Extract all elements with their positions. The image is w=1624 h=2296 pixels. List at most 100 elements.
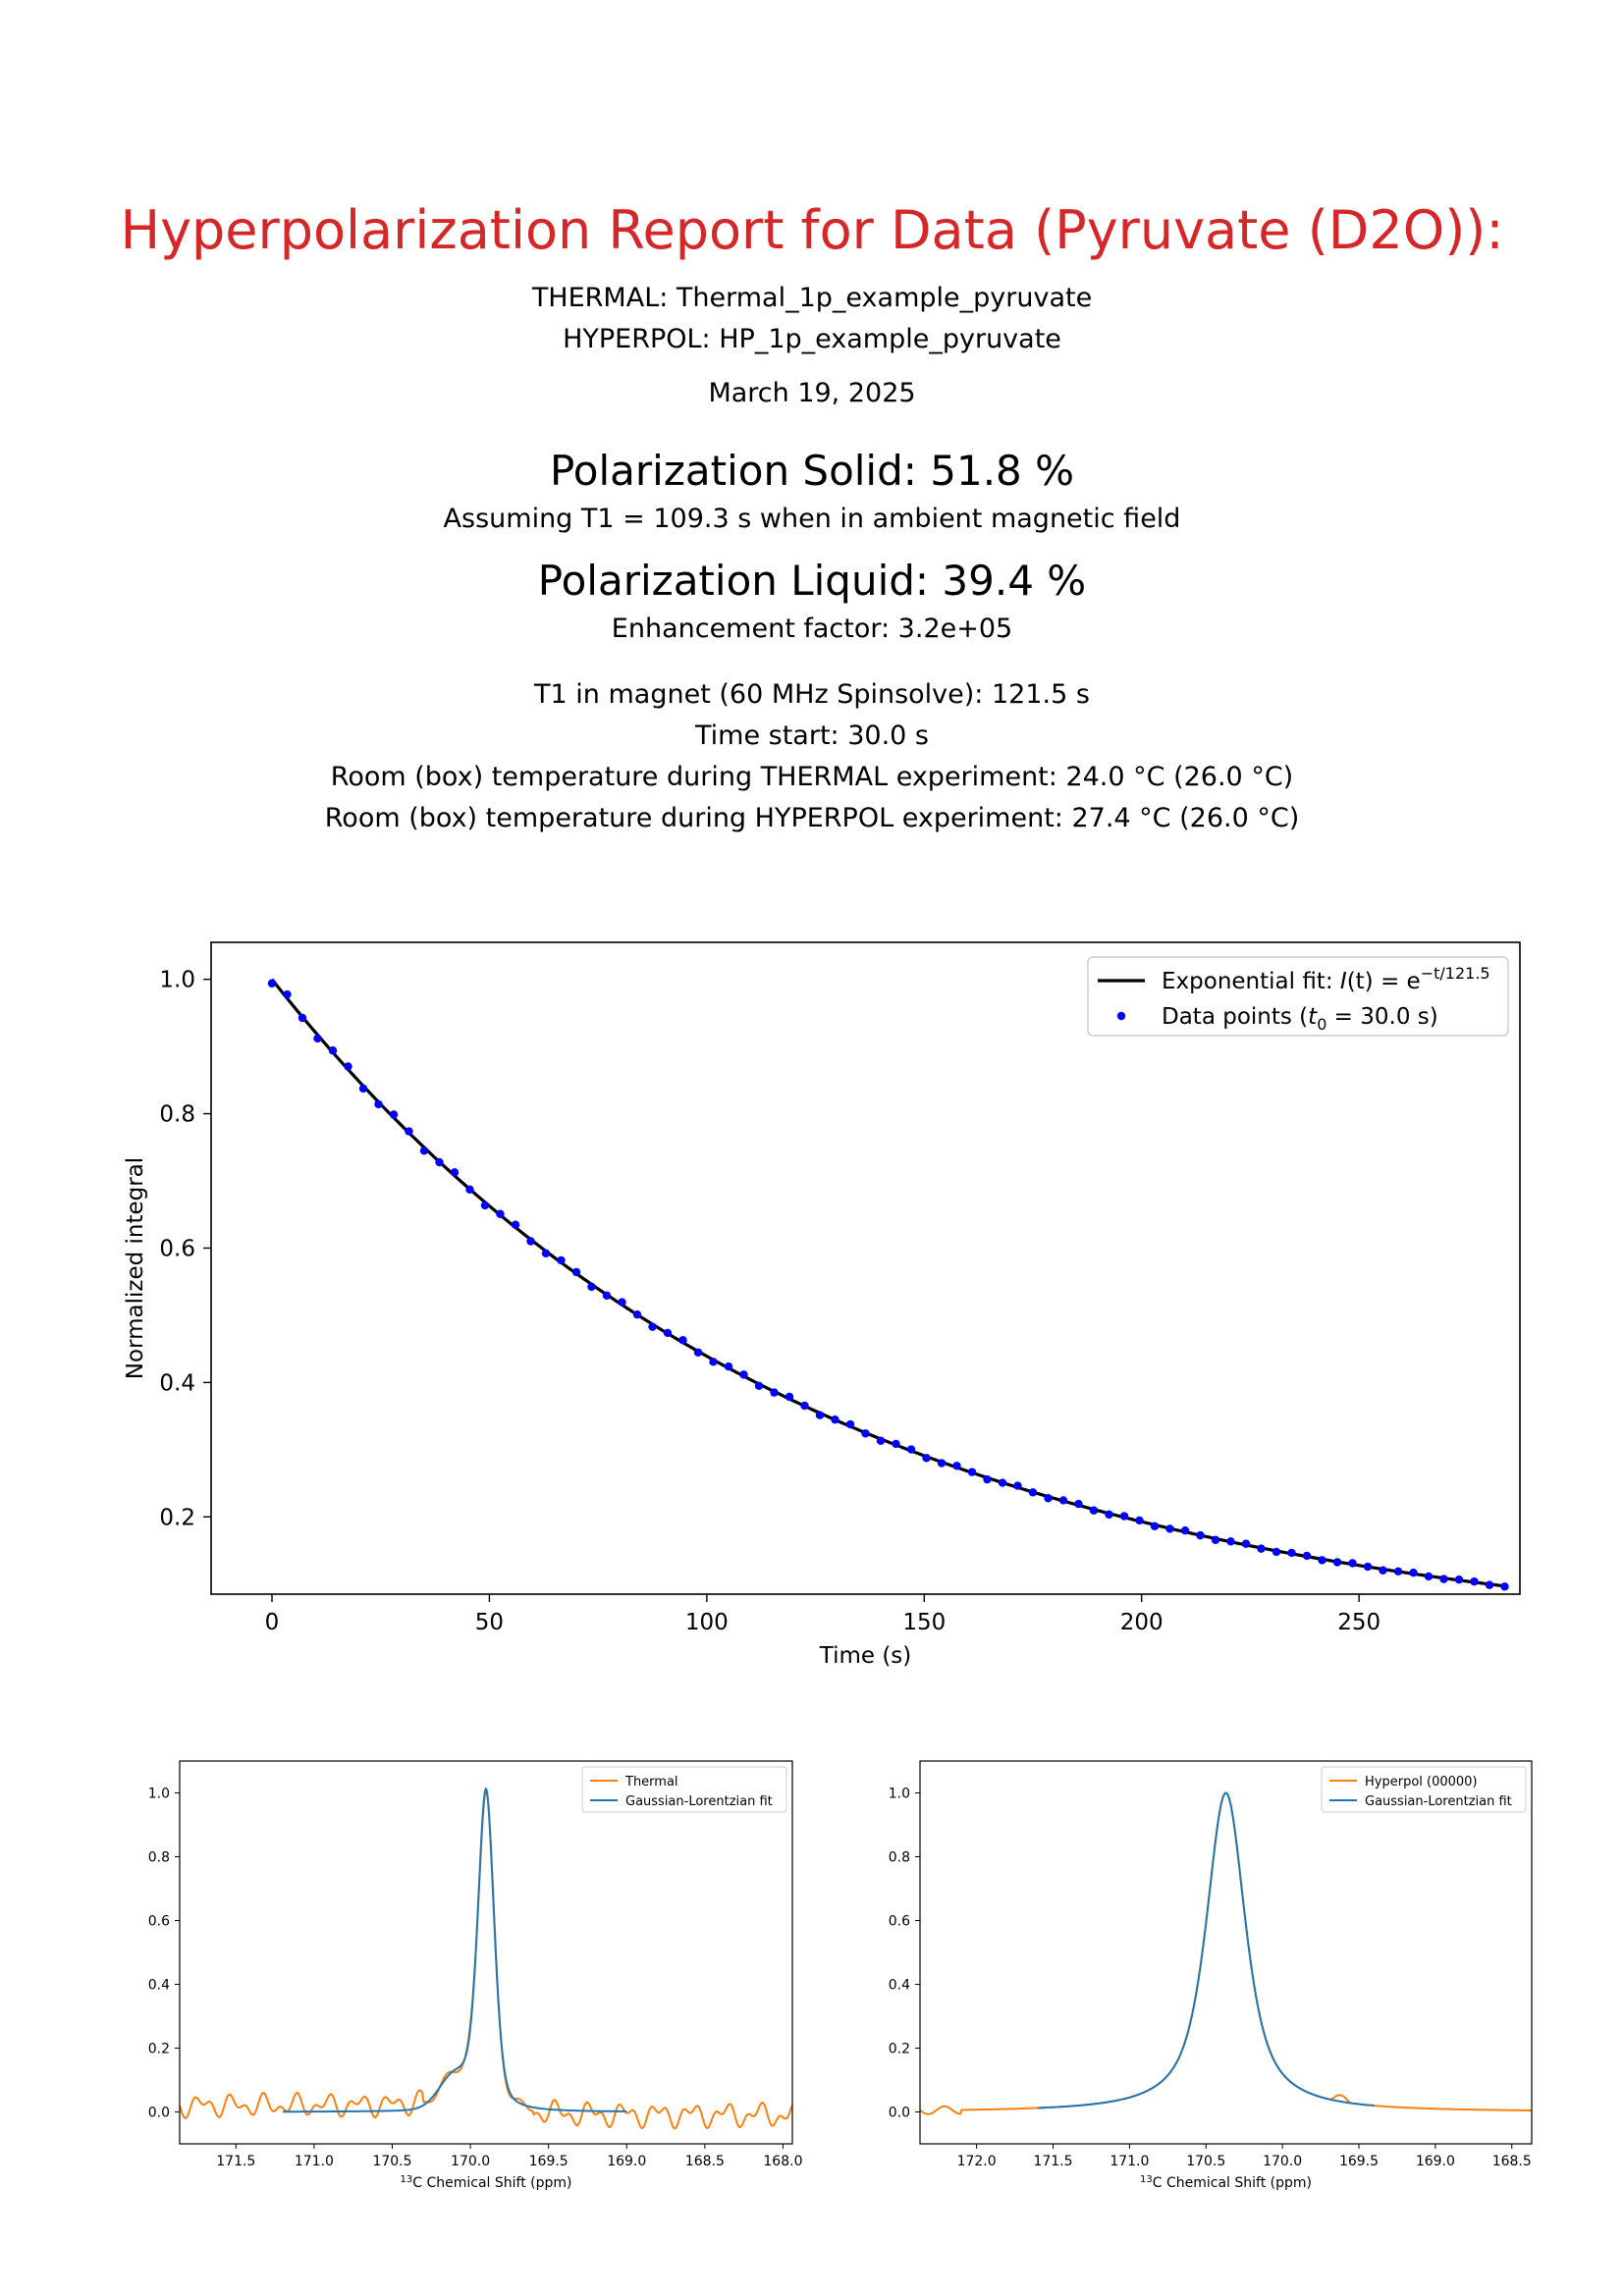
data-trace — [179, 1788, 793, 2130]
time-start: Time start: 30.0 s — [695, 721, 929, 751]
data-point — [358, 1084, 368, 1094]
data-point — [709, 1358, 718, 1366]
plot-frame — [210, 941, 1521, 1595]
x-tick-label: 171.5 — [216, 2154, 255, 2169]
data-point — [283, 989, 292, 999]
data-point — [678, 1336, 687, 1345]
data-point — [602, 1291, 612, 1300]
x-tick-label: 171.5 — [1033, 2154, 1072, 2169]
plot-frame — [179, 1760, 793, 2145]
data-point — [511, 1220, 520, 1229]
data-point — [344, 1062, 352, 1071]
x-tick-label: 200 — [1120, 1610, 1164, 1635]
data-point — [405, 1127, 413, 1136]
data-point — [1470, 1576, 1479, 1586]
data-point — [1485, 1580, 1494, 1589]
x-tick-label: 169.0 — [607, 2154, 646, 2169]
data-point — [1272, 1547, 1281, 1557]
plot-frame — [919, 1760, 1533, 2145]
y-tick-label: 0.6 — [889, 1914, 910, 1930]
data-point — [1332, 1558, 1342, 1567]
data-point — [557, 1255, 566, 1265]
data-point — [770, 1388, 779, 1397]
legend-box — [581, 1766, 787, 1813]
data-point — [1013, 1481, 1022, 1490]
fit-curve — [270, 978, 1505, 1588]
legend-points-swatch — [1116, 1011, 1126, 1021]
data-point — [1409, 1569, 1418, 1577]
data-point — [1180, 1526, 1190, 1535]
thermal-spectrum-chart: 171.5 171.0 170.5 170.0 169.5 169.0 168.5 168.0… — [148, 1760, 802, 2191]
x-tick-label: 100 — [685, 1610, 729, 1635]
y-tick-label: 0.0 — [148, 2106, 170, 2121]
data-point — [374, 1099, 383, 1109]
x-tick-label: 171.0 — [295, 2154, 334, 2169]
data-point — [845, 1419, 855, 1429]
y-tick-label: 0.6 — [159, 1236, 195, 1261]
data-point — [465, 1185, 474, 1195]
data-point — [1105, 1510, 1113, 1520]
x-tick-label: 170.5 — [1186, 2154, 1225, 2169]
data-point — [800, 1401, 809, 1411]
legend-box — [1321, 1766, 1527, 1813]
data-point — [1058, 1496, 1068, 1505]
x-tick-label: 168.0 — [763, 2154, 802, 2169]
x-tick-label: 169.5 — [1339, 2154, 1379, 2169]
data-point — [632, 1309, 642, 1319]
legend-box — [1087, 956, 1509, 1037]
data-point — [663, 1328, 673, 1338]
data-point — [1424, 1572, 1434, 1581]
y-tick-label: 0.2 — [148, 2042, 170, 2057]
x-tick-label: 170.5 — [372, 2154, 411, 2169]
data-point — [1211, 1535, 1220, 1545]
data-point — [496, 1209, 505, 1218]
data-point — [1393, 1567, 1403, 1576]
data-point — [419, 1147, 429, 1155]
y-tick-label: 0.0 — [889, 2106, 910, 2121]
legend-points-label: Data points (t0 = 30.0 s) — [1162, 1004, 1438, 1034]
data-point — [1302, 1551, 1312, 1561]
y-tick-label: 0.8 — [148, 1850, 170, 1866]
data-point — [526, 1237, 535, 1246]
x-tick-label: 170.0 — [451, 2154, 490, 2169]
y-axis-label: Normalized integral — [123, 1157, 148, 1379]
data-point — [1363, 1562, 1373, 1572]
data-point — [815, 1411, 825, 1419]
legend-label: Gaussian-Lorentzian fit — [625, 1794, 773, 1809]
y-tick-label: 0.2 — [889, 2042, 910, 2057]
data-point — [571, 1267, 581, 1277]
data-point — [831, 1415, 839, 1424]
x-tick-label: 169.0 — [1416, 2154, 1455, 2169]
data-point — [1150, 1522, 1160, 1531]
data-point — [313, 1034, 322, 1043]
data-point — [906, 1445, 916, 1454]
legend-label: Gaussian-Lorentzian fit — [1365, 1794, 1512, 1809]
enhancement-factor: Enhancement factor: 3.2e+05 — [611, 614, 1013, 644]
data-point — [328, 1046, 338, 1055]
x-tick-label: 170.0 — [1263, 2154, 1302, 2169]
x-tick-label: 171.0 — [1110, 2154, 1149, 2169]
data-point — [1119, 1512, 1129, 1521]
data-point — [541, 1249, 551, 1257]
data-point — [267, 979, 277, 988]
x-tick-label: 50 — [475, 1610, 504, 1635]
data-point — [1044, 1494, 1053, 1503]
data-point — [1089, 1506, 1099, 1515]
report-date: March 19, 2025 — [708, 378, 916, 408]
legend-label: Hyperpol (00000) — [1365, 1775, 1478, 1789]
x-axis-label: Time (s) — [819, 1643, 912, 1669]
data-point — [922, 1454, 931, 1463]
hyperpol-spectrum-chart: 172.0 171.5 171.0 170.5 170.0 169.5 169.0 168.5… — [889, 1760, 1533, 2191]
y-tick-label: 1.0 — [889, 1787, 910, 1802]
x-tick-label: 169.5 — [529, 2154, 568, 2169]
data-point — [1074, 1499, 1083, 1509]
data-point — [1439, 1575, 1448, 1583]
data-point — [739, 1370, 748, 1379]
y-tick-label: 0.6 — [148, 1914, 170, 1930]
report-title: Hyperpolarization Report for Data (Pyruv… — [120, 199, 1504, 261]
y-tick-label: 0.4 — [159, 1370, 195, 1396]
data-point — [983, 1474, 992, 1484]
data-point — [952, 1462, 961, 1470]
data-point — [937, 1459, 947, 1468]
